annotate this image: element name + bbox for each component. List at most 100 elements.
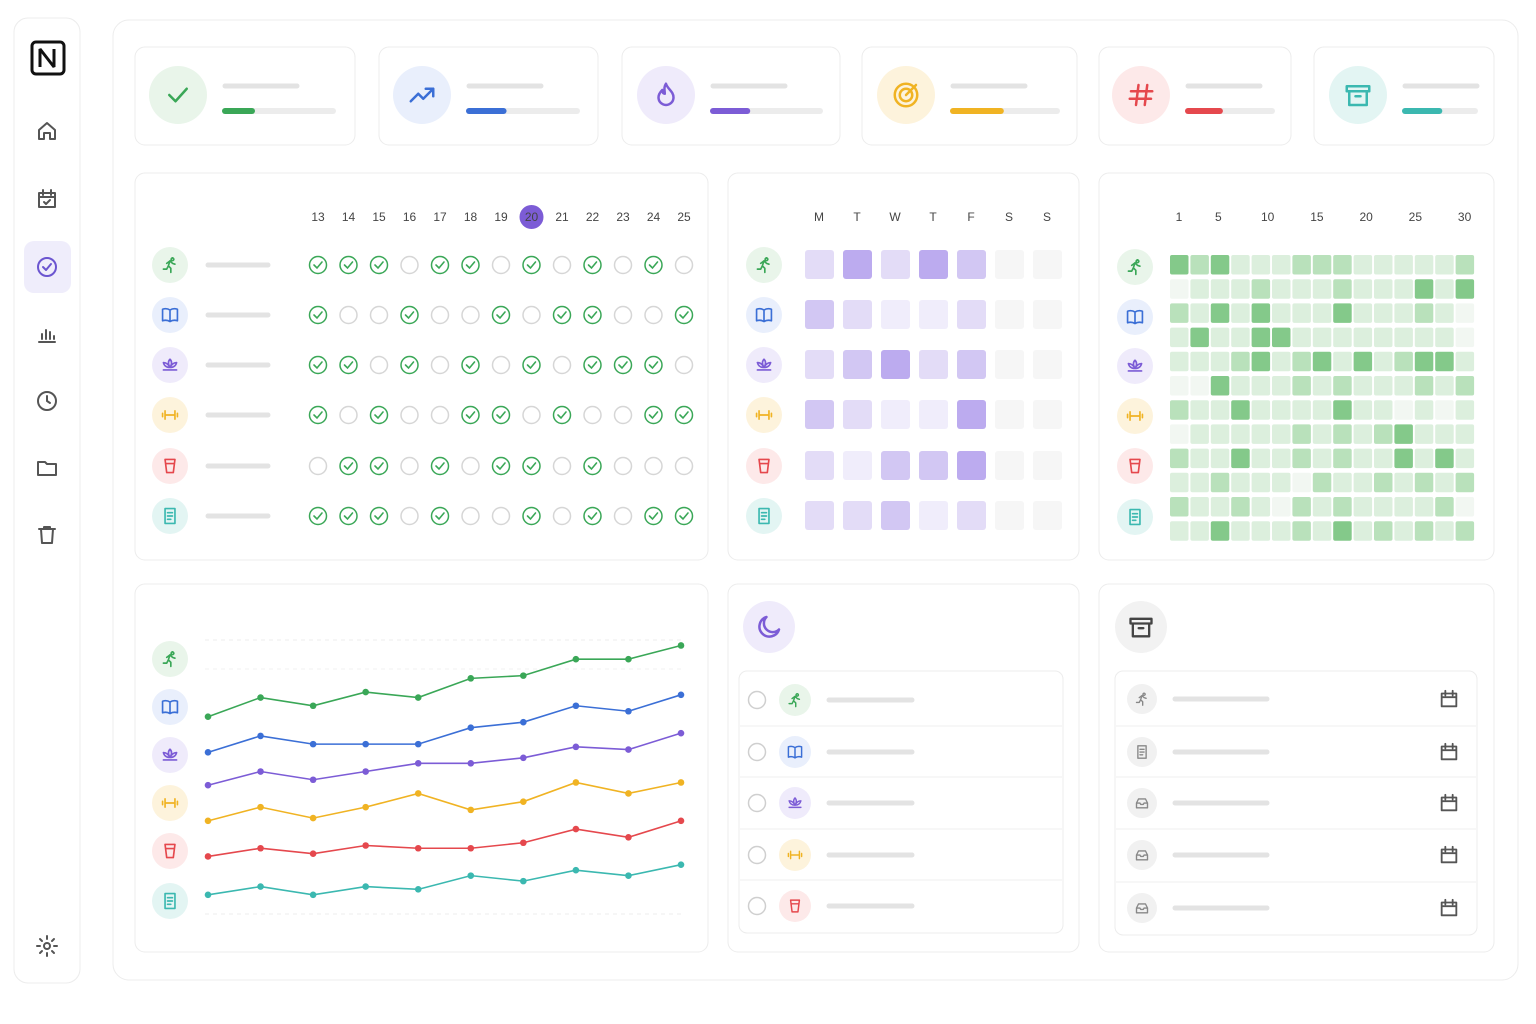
check-tick — [587, 512, 598, 521]
radio[interactable] — [747, 896, 767, 916]
trend-point — [414, 886, 422, 893]
check-ring — [369, 456, 389, 476]
check-ring — [400, 355, 419, 375]
stat-icon-glyph — [1128, 83, 1154, 107]
radio[interactable] — [747, 690, 767, 710]
calendar-button[interactable] — [1440, 793, 1458, 812]
calendar-button[interactable] — [1440, 742, 1458, 761]
radio[interactable] — [747, 845, 767, 865]
calendar-button-glyph[interactable] — [1440, 793, 1458, 812]
month-day-label: 15 — [1310, 210, 1324, 224]
check-ring — [644, 405, 663, 425]
check-ring — [400, 255, 419, 275]
month-cell — [1190, 351, 1209, 372]
check-ring — [339, 355, 358, 375]
trend-point — [625, 872, 632, 879]
month-cell — [1272, 497, 1291, 517]
check-done — [491, 456, 511, 476]
month-cell — [1455, 303, 1475, 323]
check-empty — [674, 355, 694, 375]
nav-item-glyph[interactable] — [38, 526, 56, 544]
month-cell — [1170, 351, 1189, 372]
trend-line — [207, 694, 682, 754]
habit-icon-glyph — [755, 307, 773, 323]
radio[interactable] — [747, 742, 767, 762]
nav-item-glyph[interactable] — [38, 122, 56, 140]
month-cell — [1414, 376, 1434, 396]
check-ring — [491, 506, 511, 526]
month-cell — [1312, 279, 1332, 299]
check-empty — [613, 255, 633, 275]
habit-icon — [1127, 359, 1143, 372]
calendar-button-glyph[interactable] — [1440, 742, 1458, 761]
check-ring — [583, 506, 602, 526]
check-tick — [404, 361, 415, 370]
check-done — [430, 506, 450, 526]
week-cell — [995, 451, 1024, 480]
habit-icon-glyph — [758, 507, 770, 525]
day-label: 24 — [647, 210, 661, 224]
calendar-button-glyph[interactable] — [1440, 898, 1458, 917]
radio[interactable] — [747, 793, 767, 813]
check-ring — [369, 506, 389, 526]
habit-badge — [152, 833, 188, 869]
check-tick — [435, 462, 445, 471]
habit-icon-glyph — [1135, 692, 1147, 706]
habit-icon-glyph — [1129, 458, 1141, 474]
month-cell — [1251, 279, 1271, 299]
check-done — [522, 255, 541, 275]
check-ring — [369, 255, 389, 275]
month-cell — [1231, 376, 1250, 396]
check-done — [339, 506, 358, 526]
habit-icon-glyph — [162, 257, 176, 274]
nav-item[interactable] — [36, 935, 58, 957]
nav-item-glyph[interactable] — [37, 257, 57, 277]
nav-item[interactable] — [38, 329, 56, 343]
stat-icon-bg — [637, 66, 695, 124]
month-cell — [1455, 255, 1475, 275]
nav-item[interactable] — [38, 122, 56, 140]
nav-item-glyph[interactable] — [38, 189, 56, 208]
check-ring — [613, 305, 633, 325]
month-cell — [1312, 255, 1332, 275]
moon-icon — [758, 615, 781, 638]
week-cell — [881, 300, 910, 329]
calendar-button-glyph[interactable] — [1440, 845, 1458, 864]
trend-point — [362, 803, 369, 811]
habit-badge — [779, 684, 811, 716]
nav-item-glyph[interactable] — [37, 461, 57, 476]
nav-item-glyph[interactable] — [36, 935, 58, 957]
stat-icon-glyph — [168, 87, 188, 103]
check-done — [583, 456, 602, 476]
month-cell — [1251, 327, 1271, 348]
weekday-label: T — [853, 210, 861, 224]
check-done — [400, 305, 419, 325]
check-done — [522, 355, 541, 375]
moon-icon-glyph — [758, 615, 781, 638]
calendar-button[interactable] — [1440, 898, 1458, 917]
calendar-button[interactable] — [1440, 845, 1458, 864]
trend-point — [467, 844, 475, 852]
nav-item[interactable] — [37, 257, 57, 277]
month-cell — [1210, 376, 1230, 396]
calendar-button-glyph[interactable] — [1440, 689, 1458, 708]
habit-badge — [1127, 893, 1157, 923]
nav-item[interactable] — [37, 391, 57, 411]
week-cell — [995, 501, 1024, 530]
trend-point — [625, 655, 632, 663]
check-tick — [526, 261, 537, 270]
calendar-button[interactable] — [1440, 689, 1458, 708]
habit-icon-glyph — [1126, 411, 1144, 421]
nav-item[interactable] — [37, 461, 57, 476]
habit-badge — [152, 641, 188, 677]
habit-icon-glyph — [164, 843, 176, 859]
nav-item[interactable] — [38, 189, 56, 208]
check-ring — [491, 456, 511, 476]
nav-item[interactable] — [38, 526, 56, 544]
nav-item-glyph[interactable] — [38, 329, 56, 343]
nav-item-glyph[interactable] — [37, 391, 57, 411]
check-empty — [461, 305, 480, 325]
check-ring — [400, 456, 419, 476]
week-cell — [805, 250, 834, 279]
